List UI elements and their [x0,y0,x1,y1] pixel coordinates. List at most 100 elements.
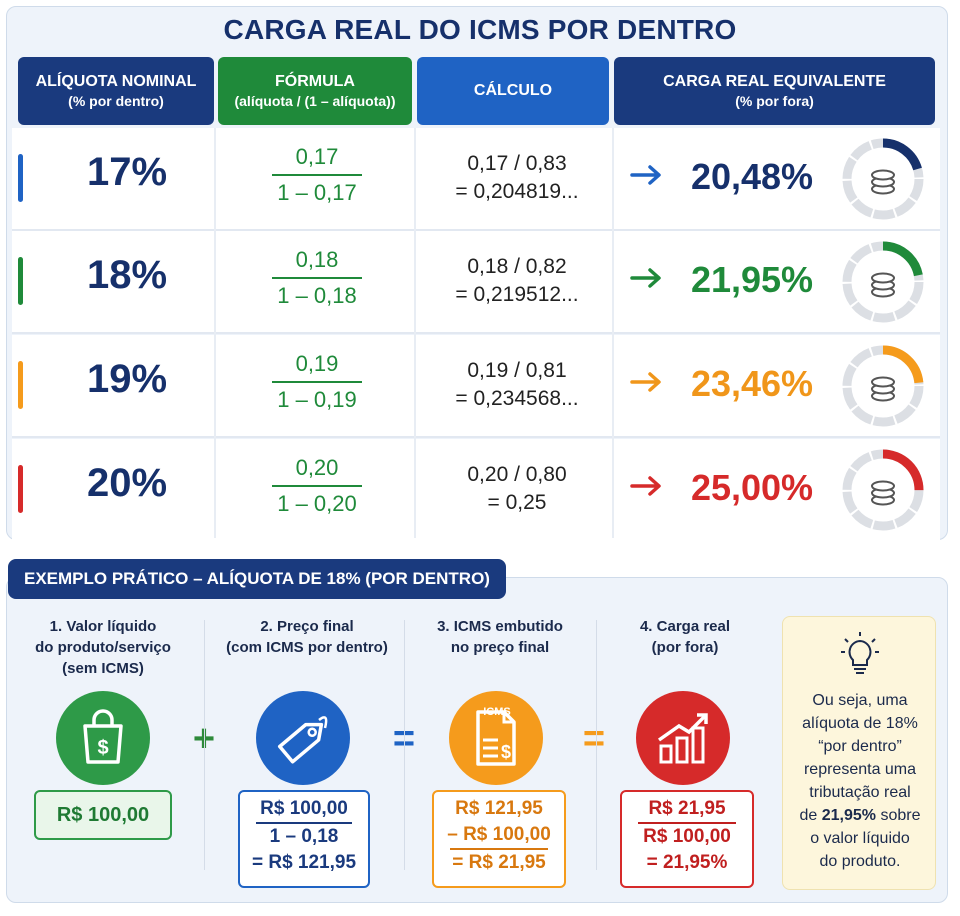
row-accent-bar [18,361,23,409]
step3-label: 3. ICMS embutido no preço final [410,616,590,658]
divider [404,620,405,870]
fraction-line [450,848,548,850]
header-formula: FÓRMULA (alíquota / (1 – alíquota)) [218,57,412,125]
lightbulb-icon [841,632,879,674]
tip-line: do produto. [819,853,901,870]
header-label: CARGA REAL EQUIVALENTE [663,72,886,90]
row-accent-bar [18,257,23,305]
step4-denominator: R$ 100,00 [643,826,731,847]
fraction-line [638,822,736,824]
table-row: 20% 0,20 1 – 0,20 0,20 / 0,80 = 0,25 25,00% [12,439,940,541]
nominal-rate: 20% [86,461,168,505]
step3-value-b: – R$ 100,00 [447,824,551,845]
tip-fragment: de [799,807,822,824]
step3-label-line: no preço final [450,639,550,656]
formula-fraction: 0,18 1 – 0,18 [217,245,417,311]
formula-denominator: 1 – 0,19 [277,387,357,412]
nominal-rate: 19% [86,357,168,401]
row-accent-bar [18,154,23,202]
calculation-division: 0,18 / 0,82 [467,255,567,278]
formula-numerator: 0,19 [295,351,339,376]
table-row: 19% 0,19 1 – 0,19 0,19 / 0,81 = 0,234568... 2… [12,335,940,437]
tip-box: Ou seja, uma alíquota de 18% “por dentro… [782,616,936,890]
tip-line: tributação real [809,784,911,801]
formula-numerator: 0,18 [295,247,339,272]
tip-line: “por dentro” [818,738,902,755]
step2-label: 2. Preço final (com ICMS por dentro) [212,616,402,658]
header-label: CÁLCULO [473,82,553,100]
header-sublabel: (alíquota / (1 – alíquota)) [234,93,396,110]
arrow-right-icon [630,372,661,392]
fraction-line [272,174,362,176]
real-rate: 23,46% [690,363,814,404]
calculation: 0,17 / 0,83 = 0,204819... [417,150,617,206]
header-calculo: CÁLCULO [417,57,609,125]
step4-label: 4. Carga real (por fora) [600,616,770,658]
svg-text:$: $ [97,737,108,759]
header-sublabel: (% por dentro) [68,93,164,110]
coins-gauge-icon [842,449,924,531]
formula-fraction: 0,19 1 – 0,19 [217,349,417,415]
tip-highlight: 21,95% [821,807,877,824]
divider [596,620,597,870]
calculation-result: = 0,25 [487,491,547,514]
nominal-rate: 18% [86,253,168,297]
calculation-division: 0,19 / 0,81 [467,359,567,382]
price-tag-icon [256,691,350,785]
step4-value-box: R$ 21,95 R$ 100,00 = 21,95% [620,790,754,888]
coins-gauge-icon [842,138,924,220]
step2-value-box: R$ 100,00 1 – 0,18 = R$ 121,95 [238,790,370,888]
svg-text:$: $ [501,742,511,762]
calculation: 0,18 / 0,82 = 0,219512... [417,253,617,309]
real-rate: 21,95% [690,259,814,300]
gauge-fill [842,138,924,220]
tip-line: Ou seja, uma [812,692,908,709]
real-rate: 25,00% [690,467,814,508]
step1-label-line: do produto/serviço [35,639,171,656]
calculation-result: = 0,234568... [455,387,579,410]
step2-denominator: 1 – 0,18 [269,826,339,847]
real-rate: 20,48% [690,156,814,197]
formula-denominator: 1 – 0,20 [277,491,357,516]
fraction-line [272,277,362,279]
row-divider [12,229,940,231]
column-divider [214,128,216,538]
header-label: ALÍQUOTA NOMINAL [35,72,197,90]
formula-denominator: 1 – 0,17 [277,180,357,205]
column-divider [612,128,614,538]
formula-denominator: 1 – 0,18 [277,283,357,308]
step1-label-line: 1. Valor líquido [49,618,157,635]
header-aliquota-nominal: ALÍQUOTA NOMINAL (% por dentro) [18,57,214,125]
tip-line: o valor líquido [810,830,910,847]
calculation-result: = 0,219512... [455,283,579,306]
fraction-line [272,381,362,383]
divider [204,620,205,870]
step1-value: R$ 100,00 [56,804,150,826]
step1-label-line: (sem ICMS) [62,660,144,677]
page-title: CARGA REAL DO ICMS POR DENTRO [223,14,737,45]
calculation-division: 0,17 / 0,83 [467,152,567,175]
row-divider [12,332,940,334]
icms-document-icon: $ [449,691,543,785]
growth-chart-icon [636,691,730,785]
calculation-result: = 0,204819... [455,180,579,203]
equals-operator: = [392,718,416,760]
plus-operator: + [192,718,216,760]
header-carga-real: CARGA REAL EQUIVALENTE (% por fora) [614,57,935,125]
step2-label-line: (com ICMS por dentro) [226,639,388,656]
equals-operator: = [582,718,606,760]
calculation-division: 0,20 / 0,80 [467,463,567,486]
row-divider [12,436,940,438]
header-sublabel: (% por fora) [735,93,814,110]
coins-gauge-icon [842,345,924,427]
arrow-right-icon [630,476,661,496]
formula-numerator: 0,17 [295,144,339,169]
tip-line: de 21,95% sobre [783,804,937,827]
step4-label-line: (por fora) [651,639,719,656]
formula-numerator: 0,20 [295,455,339,480]
nominal-rate: 17% [86,150,168,194]
step3-value-box: R$ 121,95 – R$ 100,00 = R$ 21,95 [432,790,566,888]
gauge-fill [842,345,924,427]
formula-fraction: 0,20 1 – 0,20 [217,453,417,519]
step3-value-a: R$ 121,95 [455,798,543,819]
